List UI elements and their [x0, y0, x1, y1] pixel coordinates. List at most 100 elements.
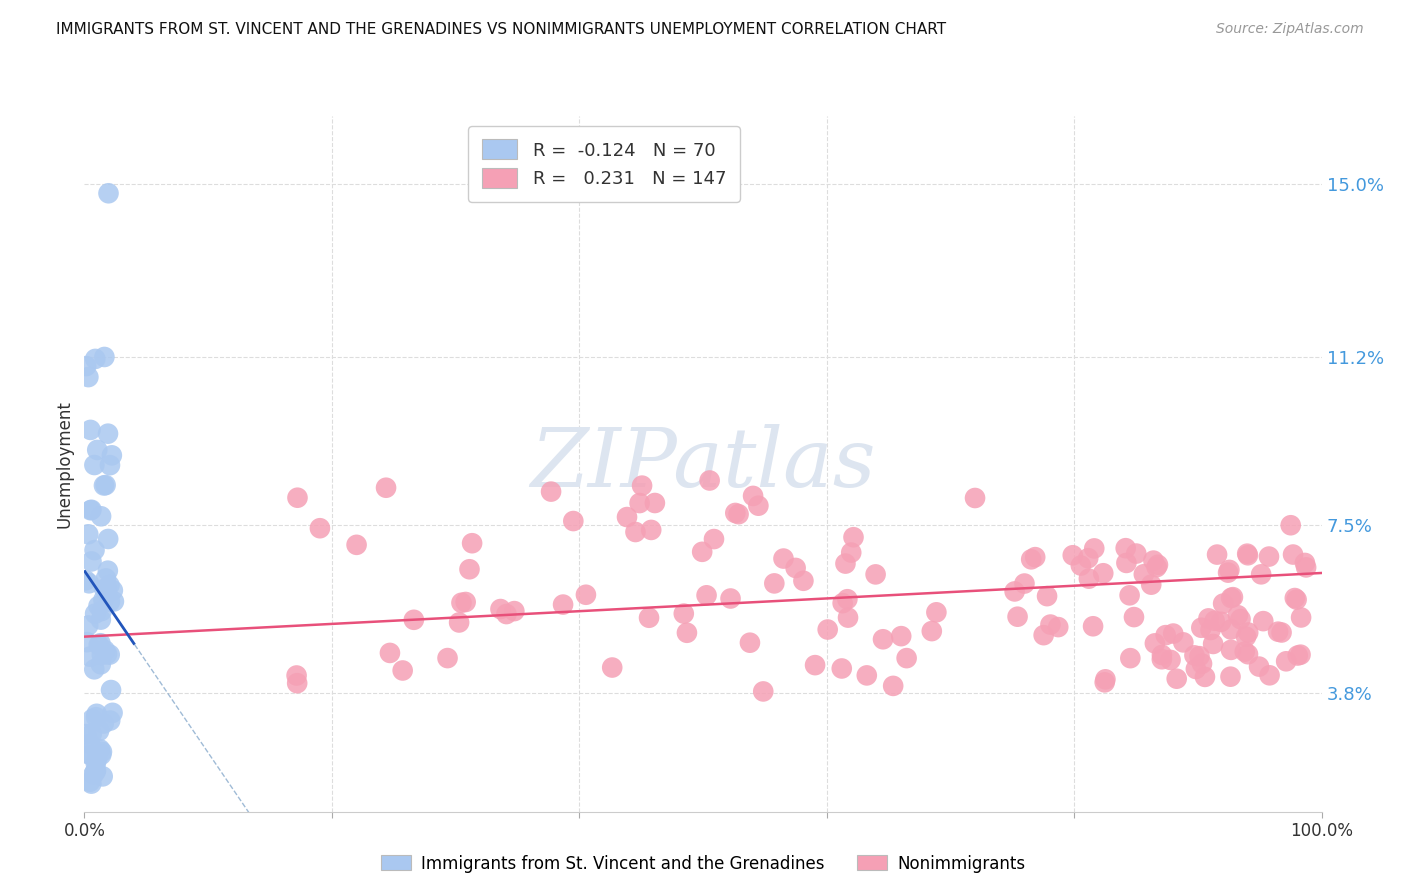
Point [79, 649, 101, 664]
Point [1142, 553, 1164, 567]
Point [738, 636, 761, 650]
Point [551, 598, 574, 612]
Point [540, 484, 562, 499]
Point [690, 545, 713, 559]
Point [93, 478, 115, 492]
Point [1284, 591, 1306, 605]
Point [1039, 617, 1062, 632]
Point [93, 582, 115, 596]
Point [792, 574, 814, 588]
Point [90, 648, 112, 662]
Point [1062, 548, 1084, 562]
Point [855, 668, 877, 682]
Point [101, 706, 124, 720]
Point [90, 613, 112, 627]
Point [763, 576, 786, 591]
Point [1220, 623, 1243, 637]
Point [378, 646, 401, 660]
Point [1133, 567, 1156, 582]
Point [100, 683, 122, 698]
Point [1143, 636, 1166, 650]
Point [842, 530, 865, 544]
Point [1119, 651, 1142, 665]
Point [1204, 614, 1226, 628]
Point [97, 532, 120, 546]
Point [1270, 625, 1292, 640]
Point [91, 745, 114, 759]
Point [97, 564, 120, 578]
Point [1191, 657, 1213, 671]
Point [1289, 648, 1312, 662]
Point [97, 186, 120, 201]
Point [1202, 637, 1225, 651]
Point [742, 489, 765, 503]
Point [1251, 614, 1274, 628]
Point [98, 595, 121, 609]
Point [1295, 560, 1317, 574]
Point [285, 668, 308, 682]
Point [94, 571, 117, 585]
Point [402, 613, 425, 627]
Point [1189, 621, 1212, 635]
Point [101, 448, 124, 462]
Point [1250, 567, 1272, 582]
Point [94, 643, 117, 657]
Point [82, 712, 104, 726]
Point [83, 458, 105, 472]
Point [882, 679, 904, 693]
Point [1294, 556, 1316, 570]
Point [837, 610, 859, 624]
Point [86, 752, 108, 766]
Point [1118, 588, 1140, 602]
Text: ZIPatlas: ZIPatlas [530, 424, 876, 504]
Point [720, 591, 742, 606]
Point [831, 661, 853, 675]
Point [1094, 673, 1116, 687]
Point [436, 651, 458, 665]
Point [600, 660, 623, 674]
Point [1036, 589, 1059, 603]
Point [87, 599, 110, 613]
Point [77, 527, 100, 541]
Point [1236, 547, 1258, 561]
Point [93, 716, 115, 731]
Point [1237, 625, 1260, 640]
Point [84, 756, 107, 771]
Point [84, 710, 107, 724]
Point [644, 496, 666, 510]
Point [727, 507, 749, 521]
Point [287, 491, 309, 505]
Point [631, 478, 654, 492]
Point [1216, 566, 1239, 580]
Point [1220, 643, 1243, 657]
Point [1083, 541, 1105, 556]
Point [925, 605, 948, 619]
Point [96, 647, 118, 661]
Point [1279, 518, 1302, 533]
Point [676, 625, 699, 640]
Point [1173, 635, 1195, 649]
Point [98, 648, 121, 662]
Point [890, 629, 912, 643]
Point [86, 706, 108, 721]
Point [624, 524, 647, 539]
Point [1094, 675, 1116, 690]
Point [1160, 653, 1182, 667]
Point [865, 567, 887, 582]
Point [1019, 552, 1042, 566]
Point [90, 509, 112, 524]
Point [450, 596, 472, 610]
Point [98, 714, 121, 728]
Point [872, 632, 894, 647]
Point [83, 767, 105, 781]
Point [724, 506, 747, 520]
Point [1077, 572, 1099, 586]
Point [1209, 615, 1232, 629]
Point [562, 514, 585, 528]
Point [80, 503, 103, 517]
Point [834, 557, 856, 571]
Point [1226, 608, 1249, 623]
Text: IMMIGRANTS FROM ST. VINCENT AND THE GRENADINES VS NONIMMIGRANTS UNEMPLOYMENT COR: IMMIGRANTS FROM ST. VINCENT AND THE GREN… [56, 22, 946, 37]
Point [1115, 541, 1137, 556]
Point [1267, 624, 1289, 639]
